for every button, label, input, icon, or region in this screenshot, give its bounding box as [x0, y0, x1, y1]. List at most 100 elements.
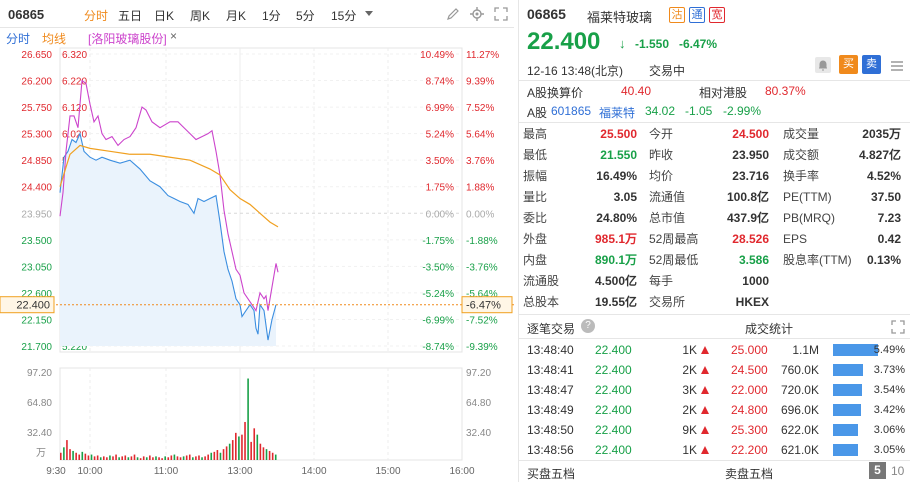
- compare-tick-label: 6.220: [62, 77, 87, 88]
- stat-label: 52周最高: [649, 232, 699, 246]
- sell-five-levels[interactable]: 卖盘五档: [725, 467, 774, 481]
- stat-value: 24.500: [732, 127, 769, 141]
- volume-bar: [124, 455, 127, 460]
- stat-label: 最低: [523, 148, 548, 162]
- tab-intraday[interactable]: 分时: [84, 9, 109, 23]
- stat-volume: 696.0K: [780, 403, 819, 417]
- avg-line: [59, 144, 279, 228]
- help-icon[interactable]: ?: [581, 319, 595, 333]
- intraday-chart[interactable]: 26.650 6.320 10.49% 11.27% 26.200 6.220 8.74% 9…: [0, 46, 514, 482]
- price-change-pct: -6.47%: [679, 37, 718, 51]
- compare-pct-tick-label: 5.64%: [466, 130, 494, 141]
- stat-pct: 3.42%: [873, 404, 905, 416]
- price-tick-label: 24.400: [21, 183, 52, 194]
- a-share-name[interactable]: 福莱特: [599, 106, 636, 120]
- price-tick-label: 23.950: [21, 209, 52, 220]
- pct-tick-label: 6.99%: [426, 103, 454, 114]
- stat-pct: 3.73%: [873, 364, 905, 376]
- stat-label: 流通值: [649, 190, 686, 204]
- stat-value: 21.550: [600, 148, 637, 162]
- settings-icon[interactable]: [470, 7, 484, 21]
- trade-time: 13:48:47: [527, 383, 574, 397]
- compare-pct-tick-label: -1.88%: [466, 236, 498, 247]
- close-icon[interactable]: ×: [170, 29, 178, 43]
- price-tick-label: 22.600: [21, 289, 52, 300]
- trade-time: 13:48:41: [527, 363, 574, 377]
- expand-icon[interactable]: [891, 320, 905, 334]
- stat-label: PB(MRQ): [783, 211, 835, 225]
- stat-label: 总市值: [649, 211, 686, 225]
- trade-price: 22.400: [595, 343, 632, 357]
- trade-stats-title: 成交统计: [745, 322, 794, 336]
- buy-five-levels[interactable]: 买盘五档: [527, 467, 576, 481]
- pct-tick-label: 1.75%: [426, 183, 454, 194]
- pencil-icon[interactable]: [446, 7, 460, 21]
- stats-row: 振幅 16.49% 均价 23.716 换手率 4.52%: [523, 166, 909, 186]
- volume-bar: [250, 441, 252, 460]
- a-share-code[interactable]: 601865: [551, 104, 592, 118]
- volume-bar: [176, 456, 179, 460]
- stat-bar: [833, 424, 858, 436]
- trade-price: 22.400: [595, 443, 632, 457]
- stat-volume: 760.0K: [780, 363, 819, 377]
- volume-bar: [268, 450, 271, 460]
- stat-value: 25.500: [600, 127, 637, 141]
- quote-datetime: 12-16 13:48(北京): [527, 64, 624, 78]
- stat-value: 7.23: [877, 211, 901, 225]
- stat-price: 24.800: [731, 403, 768, 417]
- stat-label: PE(TTM): [783, 190, 832, 204]
- stat-value: 24.80%: [596, 211, 637, 225]
- volume-bar: [96, 455, 99, 460]
- trade-price: 22.400: [595, 383, 632, 397]
- stat-value: 0.42: [877, 232, 901, 246]
- level-5-toggle[interactable]: 5: [869, 462, 886, 479]
- trading-status: 交易中: [649, 64, 686, 78]
- tab-five-day[interactable]: 五日: [118, 9, 143, 23]
- compare-chip[interactable]: [洛阳玻璃股份]: [88, 32, 167, 46]
- stat-volume: 720.0K: [780, 383, 819, 397]
- stat-label: 总股本: [523, 295, 560, 309]
- stats-row: 最低 21.550 昨收 23.950 成交额 4.827亿: [523, 145, 909, 165]
- volume-bar: [60, 452, 62, 460]
- expand-icon[interactable]: [494, 7, 508, 21]
- stat-pct: 5.49%: [873, 344, 905, 356]
- stat-label: 内盘: [523, 253, 548, 267]
- time-axis-label: 11:00: [154, 466, 179, 477]
- chevron-down-icon[interactable]: [365, 11, 373, 16]
- volume-tick-label: 97.20: [27, 368, 52, 379]
- tab-15min[interactable]: 15分: [331, 9, 357, 23]
- compare-pct-tick-label: 9.39%: [466, 77, 494, 88]
- level-10-toggle[interactable]: 10: [891, 464, 905, 478]
- price-tick-label: 24.850: [21, 156, 52, 167]
- tab-monthly-k[interactable]: 月K: [226, 9, 247, 23]
- buy-button[interactable]: 买: [839, 55, 858, 74]
- tab-weekly-k[interactable]: 周K: [190, 9, 211, 23]
- tab-daily-k[interactable]: 日K: [154, 9, 175, 23]
- stat-bar: [833, 364, 863, 376]
- tab-1min[interactable]: 1分: [262, 9, 281, 23]
- sell-button[interactable]: 卖: [862, 55, 881, 74]
- stat-value: 23.716: [732, 169, 769, 183]
- tab-5min[interactable]: 5分: [296, 9, 315, 23]
- time-axis-label: 15:00: [375, 466, 400, 477]
- more-icon[interactable]: [889, 58, 905, 74]
- stat-price: 22.000: [731, 383, 768, 397]
- stat-pct: 3.05%: [873, 444, 905, 456]
- trade-price: 22.400: [595, 403, 632, 417]
- volume-bar: [262, 447, 265, 460]
- chart-toolbar: 06865 分时 五日 日K 周K 月K 1分 5分 15分: [0, 0, 514, 28]
- bell-icon[interactable]: [815, 57, 831, 73]
- volume-bar: [188, 454, 191, 460]
- compare-line: [59, 79, 279, 312]
- premium-value: 80.37%: [765, 84, 806, 98]
- current-pct-tag-box: [461, 296, 513, 314]
- stat-value: 19.55亿: [594, 295, 637, 309]
- volume-bar: [139, 458, 142, 460]
- volume-bar: [75, 452, 77, 460]
- intraday-chart-svg: 26.650 6.320 10.49% 11.27% 26.200 6.220 8.74% 9…: [0, 47, 514, 477]
- stat-label: 股息率(TTM): [783, 253, 852, 267]
- stat-value: 437.9亿: [726, 211, 769, 225]
- stat-value: 4.52%: [866, 169, 901, 183]
- volume-bar: [167, 457, 170, 460]
- volume-bar: [222, 449, 225, 460]
